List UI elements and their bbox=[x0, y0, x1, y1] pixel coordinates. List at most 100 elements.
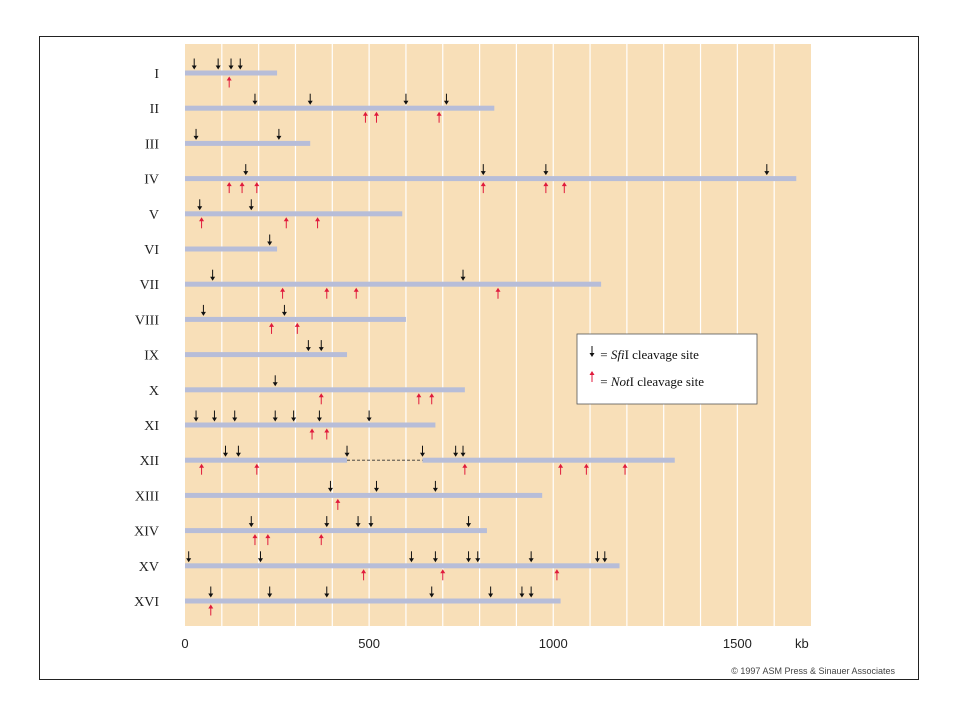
chromosome-bar bbox=[185, 457, 348, 463]
chromosome-xii: XII bbox=[140, 445, 675, 475]
not-site-arrow bbox=[543, 182, 549, 194]
not-arrow-glyph bbox=[589, 371, 595, 382]
chromosome-bar bbox=[185, 598, 561, 604]
chromosome-xi: XI bbox=[144, 410, 436, 440]
sfi-site-arrow bbox=[403, 93, 409, 105]
chromosome-x: X bbox=[149, 375, 465, 405]
chromosome-bar bbox=[185, 352, 348, 358]
chromosome-label: I bbox=[154, 67, 159, 82]
chromosome-ix: IX bbox=[144, 340, 348, 364]
legend-sfi-entry: = SfiI cleavage site bbox=[589, 346, 699, 362]
chromosome-i: I bbox=[154, 58, 278, 88]
chromosome-label: XIII bbox=[135, 489, 159, 504]
legend-not-suffix: I cleavage site bbox=[630, 374, 705, 389]
sfi-site-arrow bbox=[208, 586, 214, 598]
sfi-site-arrow bbox=[186, 551, 192, 563]
sfi-site-arrow bbox=[305, 340, 311, 352]
chromosome-vii: VII bbox=[140, 269, 602, 299]
sfi-site-arrow bbox=[281, 304, 287, 316]
not-site-arrow bbox=[558, 463, 564, 475]
x-tick-label: 500 bbox=[358, 636, 380, 651]
sfi-site-arrow bbox=[324, 586, 330, 598]
sfi-site-arrow bbox=[480, 164, 486, 176]
chromosome-label: XVI bbox=[134, 595, 159, 610]
sfi-arrow-glyph bbox=[589, 346, 595, 357]
chromosome-bar bbox=[185, 316, 406, 322]
legend-not-prefix: = bbox=[597, 374, 611, 389]
chromosome-label: IV bbox=[144, 173, 159, 188]
sfi-site-arrow bbox=[420, 445, 426, 457]
chromosome-xiii: XIII bbox=[135, 480, 543, 510]
sfi-site-arrow bbox=[210, 269, 216, 281]
sfi-site-arrow bbox=[373, 480, 379, 492]
not-site-arrow bbox=[252, 534, 258, 546]
not-site-arrow bbox=[440, 569, 446, 581]
not-site-arrow bbox=[226, 182, 232, 194]
sfi-site-arrow bbox=[307, 93, 313, 105]
sfi-site-arrow bbox=[488, 586, 494, 598]
x-tick-label: 1500 bbox=[723, 636, 752, 651]
not-site-arrow bbox=[318, 534, 324, 546]
legend-not-enzyme: Not bbox=[610, 374, 630, 389]
chromosome-label: IX bbox=[144, 349, 159, 364]
not-site-arrow bbox=[436, 111, 442, 123]
not-site-arrow bbox=[583, 463, 589, 475]
chromosome-xv: XV bbox=[139, 551, 620, 581]
chromosome-label: VIII bbox=[135, 313, 159, 328]
sfi-site-arrow bbox=[272, 375, 278, 387]
chromosome-label: XI bbox=[144, 419, 159, 434]
sfi-site-arrow bbox=[223, 445, 229, 457]
chromosome-bar bbox=[185, 70, 278, 76]
not-site-arrow bbox=[622, 463, 628, 475]
sfi-site-arrow bbox=[764, 164, 770, 176]
figure-frame: I II III IV V VI VII VIII IX X XI XII XIII XIV XV XVI 0… bbox=[39, 36, 919, 680]
sfi-site-arrow bbox=[368, 516, 374, 528]
not-site-arrow bbox=[254, 463, 260, 475]
not-site-arrow bbox=[561, 182, 567, 194]
sfi-site-arrow bbox=[443, 93, 449, 105]
chromosome-bar bbox=[185, 211, 403, 217]
sfi-site-arrow bbox=[429, 586, 435, 598]
sfi-site-arrow bbox=[248, 516, 254, 528]
chromosome-iii: III bbox=[145, 128, 311, 152]
legend-not-text: = NotI cleavage site bbox=[597, 374, 704, 389]
not-site-arrow bbox=[361, 569, 367, 581]
legend-not-entry: = NotI cleavage site bbox=[589, 371, 704, 389]
sfi-site-arrow bbox=[528, 551, 534, 563]
chromosome-viii: VIII bbox=[135, 304, 406, 334]
chromosome-label: XIV bbox=[134, 525, 159, 540]
sfi-site-arrow bbox=[257, 551, 263, 563]
sfi-site-arrow bbox=[191, 58, 197, 70]
sfi-site-arrow bbox=[235, 445, 241, 457]
not-site-arrow bbox=[335, 498, 341, 510]
sfi-site-arrow bbox=[408, 551, 414, 563]
sfi-site-arrow bbox=[318, 340, 324, 352]
legend: = SfiI cleavage site = NotI cleavage sit… bbox=[576, 333, 758, 405]
sfi-site-arrow bbox=[602, 551, 608, 563]
not-site-arrow bbox=[495, 287, 501, 299]
sfi-site-arrow bbox=[193, 128, 199, 140]
sfi-site-arrow bbox=[324, 516, 330, 528]
not-site-arrow bbox=[462, 463, 468, 475]
sfi-site-arrow bbox=[193, 410, 199, 422]
chromosome-label: XV bbox=[139, 560, 159, 575]
chromosome-bar bbox=[422, 457, 675, 463]
not-site-arrow bbox=[199, 217, 205, 229]
not-site-arrow bbox=[283, 217, 289, 229]
not-site-arrow bbox=[373, 111, 379, 123]
not-site-arrow bbox=[554, 569, 560, 581]
chromosome-iv: IV bbox=[144, 164, 797, 194]
not-site-arrow bbox=[265, 534, 271, 546]
sfi-site-arrow bbox=[272, 410, 278, 422]
x-tick-label: 1000 bbox=[539, 636, 568, 651]
chromosome-bar bbox=[185, 387, 465, 393]
chromosome-label: X bbox=[149, 384, 159, 399]
chromosome-label: V bbox=[149, 208, 159, 223]
sfi-site-arrow bbox=[528, 586, 534, 598]
sfi-site-arrow bbox=[276, 128, 282, 140]
copyright-notice: © 1997 ASM Press & Sinauer Associates bbox=[731, 666, 895, 676]
not-site-arrow bbox=[480, 182, 486, 194]
legend-box bbox=[576, 333, 758, 405]
chromosome-vi: VI bbox=[144, 234, 278, 258]
chromosome-bar bbox=[185, 281, 602, 287]
